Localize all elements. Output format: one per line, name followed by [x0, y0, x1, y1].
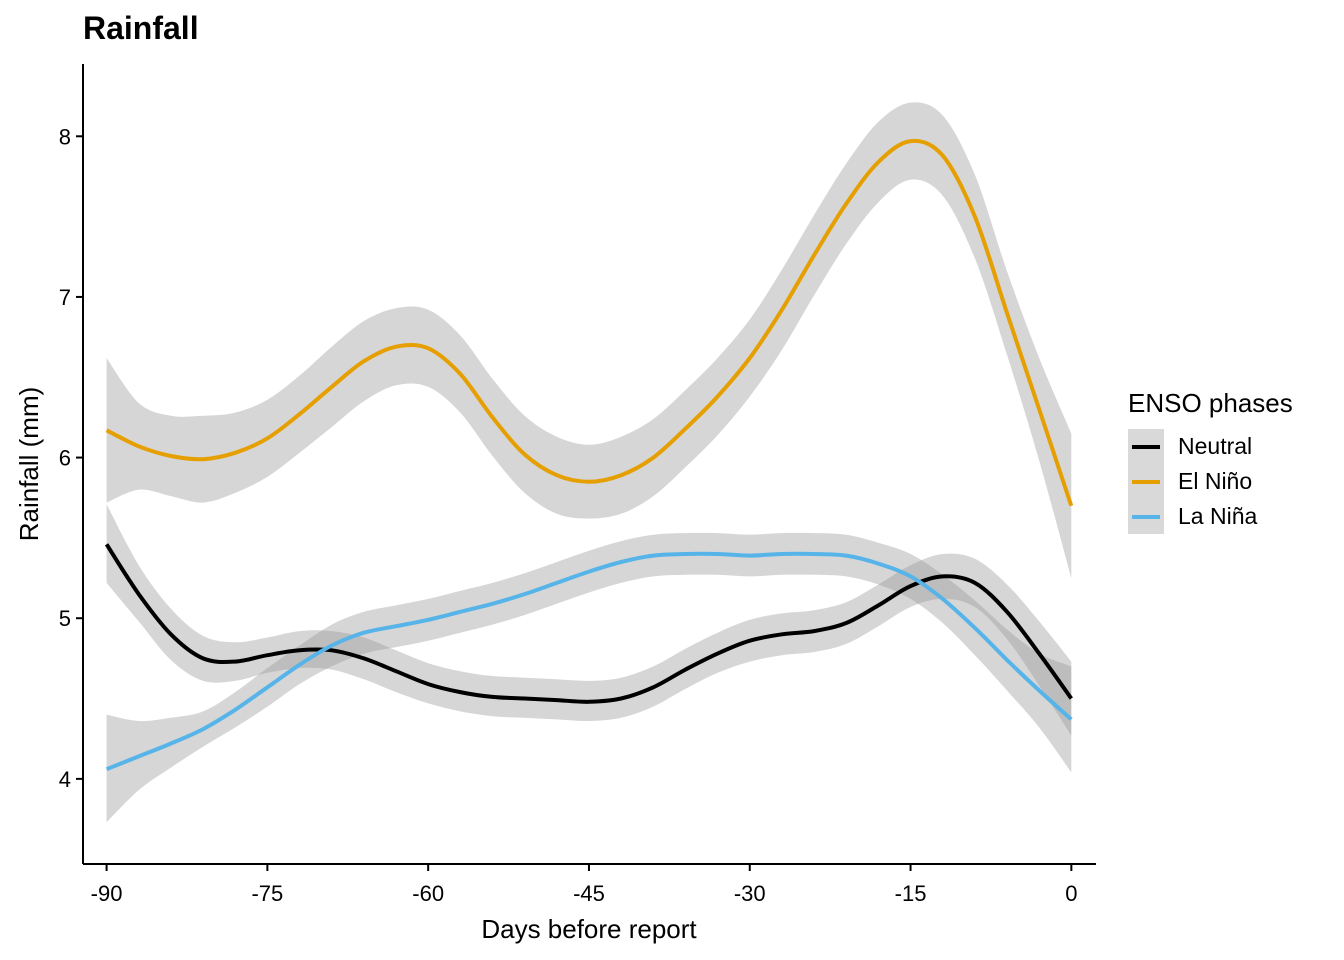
ribbon-el-ni-o: [106, 102, 1072, 579]
x-tick-label: -30: [734, 881, 766, 906]
x-tick-label: -75: [251, 881, 283, 906]
legend-label: Neutral: [1178, 433, 1253, 459]
x-tick-label: -45: [573, 881, 605, 906]
legend-item-la-ni-a: La Niña: [1128, 499, 1293, 534]
legend-swatch: [1132, 445, 1160, 449]
y-tick-label: 8: [59, 124, 71, 149]
legend: ENSO phases Neutral El Niño La Niña: [1128, 388, 1293, 534]
legend-key: [1128, 464, 1164, 499]
chart-title: Rainfall: [83, 10, 199, 46]
legend-key: [1128, 429, 1164, 464]
x-tick-label: -15: [895, 881, 927, 906]
x-axis-ticks: -90 -75 -60 -45 -30 -15 0: [91, 864, 1077, 906]
ribbon-neutral: [106, 504, 1072, 736]
x-tick-label: -90: [91, 881, 123, 906]
legend-label: El Niño: [1178, 468, 1253, 494]
legend-item-neutral: Neutral: [1128, 429, 1293, 464]
y-tick-label: 6: [59, 446, 71, 471]
legend-label: La Niña: [1178, 503, 1258, 529]
x-tick-label: 0: [1065, 881, 1077, 906]
legend-key: [1128, 499, 1164, 534]
x-axis-title: Days before report: [481, 914, 697, 944]
series-line-neutral: [104, 543, 1073, 704]
y-tick-label: 7: [59, 285, 71, 310]
y-axis-title: Rainfall (mm): [14, 387, 44, 542]
y-axis-ticks: 4 5 6 7 8: [59, 124, 83, 792]
legend-item-el-ni-o: El Niño: [1128, 464, 1293, 499]
legend-swatch: [1132, 515, 1160, 519]
y-tick-label: 5: [59, 606, 71, 631]
legend-title: ENSO phases: [1128, 388, 1293, 418]
ribbon-la-ni-a: [106, 532, 1072, 823]
series-line-el-ni-o: [105, 138, 1074, 507]
confidence-ribbons: [106, 102, 1072, 823]
y-tick-label: 4: [59, 767, 71, 792]
series-line-la-ni-a: [105, 551, 1073, 772]
legend-swatch: [1132, 480, 1160, 484]
series-lines: [104, 138, 1074, 772]
x-tick-label: -60: [412, 881, 444, 906]
